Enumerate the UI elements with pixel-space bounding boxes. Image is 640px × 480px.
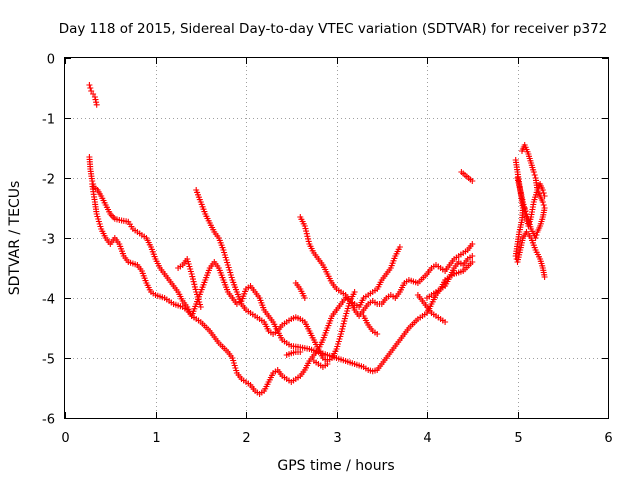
data-point	[190, 276, 196, 283]
data-point	[341, 315, 348, 322]
data-point	[340, 320, 347, 327]
data-point	[541, 274, 548, 280]
data-point	[91, 94, 98, 100]
data-point	[304, 233, 311, 240]
y-axis-label: SDTVAR / TECUs	[7, 181, 23, 296]
data-point	[531, 172, 538, 178]
series-track-o	[519, 142, 548, 241]
series-track-m	[458, 169, 476, 184]
series-track-j	[360, 313, 381, 337]
axis-ticks: 0 1 2 3 4 5 6 0 -1 -2 -3 -4 -5 -6	[42, 53, 613, 447]
data-point	[530, 169, 537, 175]
data-point	[93, 101, 100, 108]
data-point	[539, 199, 546, 205]
data-point	[87, 85, 94, 91]
data-point	[396, 244, 403, 250]
data-point	[338, 331, 344, 337]
plot-frame	[64, 57, 609, 419]
series-track-p	[514, 175, 548, 229]
data-point	[469, 253, 476, 259]
series-track-l	[424, 253, 476, 301]
x-tick-label: 3	[333, 431, 341, 446]
data-point	[541, 193, 548, 199]
data-point	[512, 253, 519, 259]
data-point	[197, 304, 204, 310]
data-points	[86, 82, 548, 397]
x-tick-label: 2	[242, 431, 250, 446]
data-point	[442, 319, 449, 325]
series-track-i	[310, 358, 331, 370]
y-tick-label: -4	[42, 293, 55, 308]
series-track-k	[414, 292, 449, 325]
data-point	[340, 323, 346, 330]
data-point	[301, 223, 308, 229]
data-point	[305, 238, 312, 245]
x-tick-label: 6	[604, 431, 612, 446]
data-point	[92, 96, 99, 103]
y-tick-label: -5	[42, 353, 55, 368]
series-track-a	[86, 82, 100, 108]
y-tick-label: 0	[47, 53, 55, 68]
x-tick-label: 1	[152, 431, 160, 446]
series-track-f	[175, 256, 204, 310]
data-point	[191, 281, 198, 288]
data-point	[539, 187, 546, 193]
data-point	[469, 178, 476, 184]
data-point	[534, 229, 541, 235]
data-point	[188, 271, 195, 277]
y-tick-label: -2	[42, 173, 55, 188]
data-point	[303, 230, 310, 237]
y-tick-label: -1	[42, 113, 55, 128]
data-point	[540, 202, 547, 208]
series-track-h	[283, 349, 304, 358]
y-tick-label: -6	[42, 413, 55, 428]
data-point	[86, 82, 93, 88]
data-point	[301, 295, 308, 301]
x-tick-label: 4	[423, 431, 431, 446]
data-point	[297, 349, 304, 355]
data-point	[351, 289, 358, 295]
y-tick-label: -3	[42, 233, 55, 248]
series-track-g	[292, 280, 308, 301]
data-point	[339, 325, 346, 332]
data-point	[190, 278, 197, 285]
data-point	[324, 361, 331, 367]
data-point	[540, 190, 547, 196]
data-point	[192, 286, 199, 293]
data-point	[469, 259, 476, 265]
data-point	[303, 228, 310, 235]
data-point	[469, 241, 476, 247]
chart-title: Day 118 of 2015, Sidereal Day-to-day VTE…	[59, 21, 608, 37]
data-point	[374, 331, 381, 337]
x-axis-label: GPS time / hours	[277, 458, 394, 474]
data-point	[93, 99, 100, 106]
x-tick-label: 5	[514, 431, 522, 446]
x-tick-label: 0	[61, 431, 69, 446]
series-track-e	[297, 214, 476, 319]
